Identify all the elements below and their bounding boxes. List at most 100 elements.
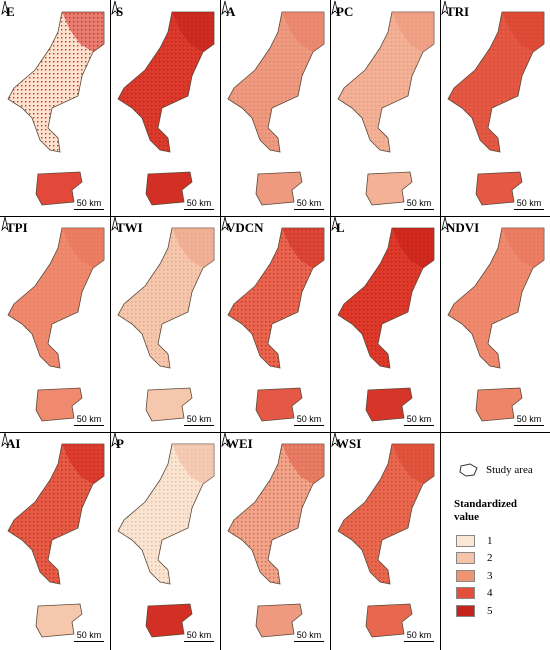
map-panel-p: P 50 km	[110, 432, 220, 648]
map-panel-s: S 50 km	[110, 0, 220, 216]
panel-label: PC	[336, 4, 354, 19]
study-area-main	[447, 227, 545, 369]
study-area-outline-icon	[459, 463, 478, 477]
scale-label: 50 km	[186, 414, 212, 424]
north-arrow-icon	[111, 0, 119, 16]
legend-items: 1 2 3 4 5	[456, 532, 493, 620]
scale-bar: 50 km	[404, 414, 434, 426]
map-panel-ndvi: NDVI 50 km	[440, 216, 550, 432]
map-graphic	[337, 227, 435, 422]
panel-label: NDVI	[446, 220, 480, 235]
north-arrow-icon	[331, 0, 339, 16]
scale-label: 50 km	[516, 198, 542, 208]
scale-line	[404, 425, 434, 426]
scale-bar: 50 km	[184, 414, 214, 426]
northern-region	[62, 444, 104, 484]
study-area-inset	[365, 387, 413, 422]
legend-swatch	[456, 534, 475, 547]
north-arrow-icon	[221, 432, 229, 448]
legend-swatch	[456, 587, 475, 600]
scale-label: 50 km	[76, 630, 102, 640]
northern-region	[502, 12, 544, 52]
legend-item-4: 4	[456, 585, 493, 603]
study-area-main	[337, 227, 435, 369]
map-panel-e: E 50 km	[0, 0, 110, 216]
legend-item-3: 3	[456, 567, 493, 585]
scale-line	[184, 425, 214, 426]
map-graphic	[117, 227, 215, 422]
scale-label: 50 km	[406, 414, 432, 424]
map-graphic	[7, 443, 105, 638]
map-panel-tri: TRI 50 km	[440, 0, 550, 216]
study-area-inset	[365, 171, 413, 206]
map-graphic	[7, 227, 105, 422]
scale-line	[514, 209, 544, 210]
legend-item-label: 4	[487, 587, 493, 600]
map-graphic	[117, 11, 215, 206]
scale-label: 50 km	[186, 630, 212, 640]
scale-line	[184, 209, 214, 210]
study-area-inset	[145, 387, 193, 422]
northern-region	[282, 228, 324, 268]
map-panel-l: L 50 km	[330, 216, 440, 432]
scale-label: 50 km	[406, 198, 432, 208]
scale-bar: 50 km	[184, 198, 214, 210]
scale-label: 50 km	[406, 630, 432, 640]
legend-swatch	[456, 604, 475, 617]
legend-title-line1: Standardized	[454, 498, 517, 510]
scale-label: 50 km	[516, 414, 542, 424]
northern-region	[62, 228, 104, 268]
scale-bar: 50 km	[404, 198, 434, 210]
grid-line-vertical	[330, 0, 331, 650]
north-arrow-icon	[1, 0, 9, 16]
map-panel-wei: WEI 50 km	[220, 432, 330, 648]
legend-study-area-label: Study area	[486, 464, 533, 476]
north-arrow-icon	[111, 432, 119, 448]
scale-label: 50 km	[296, 198, 322, 208]
map-graphic	[337, 11, 435, 206]
map-panel-twi: TWI 50 km	[110, 216, 220, 432]
study-area-inset	[475, 387, 523, 422]
north-arrow-icon	[221, 0, 229, 16]
panel-label: E	[6, 4, 15, 19]
map-graphic	[447, 11, 545, 206]
legend-item-label: 2	[487, 552, 493, 565]
grid-line-vertical	[220, 0, 221, 650]
northern-region	[392, 444, 434, 484]
northern-region	[282, 12, 324, 52]
scale-bar: 50 km	[74, 198, 104, 210]
map-graphic	[227, 227, 325, 422]
study-area-main	[447, 11, 545, 153]
scale-bar: 50 km	[74, 414, 104, 426]
map-graphic	[447, 227, 545, 422]
panel-label: S	[116, 4, 124, 19]
study-area-inset	[35, 603, 83, 638]
panel-label: P	[116, 436, 124, 451]
northern-region	[172, 228, 214, 268]
north-arrow-icon	[221, 216, 229, 232]
legend-title-line2: value	[454, 511, 480, 523]
legend-item-2: 2	[456, 550, 493, 568]
panel-label: TPI	[6, 220, 28, 235]
map-graphic	[227, 443, 325, 638]
northern-region	[502, 228, 544, 268]
study-area-main	[117, 443, 215, 585]
scale-bar: 50 km	[294, 198, 324, 210]
study-area-inset	[145, 603, 193, 638]
north-arrow-icon	[111, 216, 119, 232]
map-graphic	[7, 11, 105, 206]
grid-line-horizontal	[0, 432, 550, 433]
study-area-main	[117, 11, 215, 153]
scale-line	[404, 209, 434, 210]
scale-bar: 50 km	[514, 198, 544, 210]
panel-label: VDCN	[226, 220, 264, 235]
legend-item-label: 1	[487, 534, 493, 547]
scale-bar: 50 km	[294, 414, 324, 426]
map-panel-wsi: WSI 50 km	[330, 432, 440, 648]
panel-label: TWI	[116, 220, 143, 235]
scale-line	[74, 425, 104, 426]
scale-label: 50 km	[76, 198, 102, 208]
north-arrow-icon	[1, 216, 9, 232]
north-arrow-icon	[441, 216, 449, 232]
